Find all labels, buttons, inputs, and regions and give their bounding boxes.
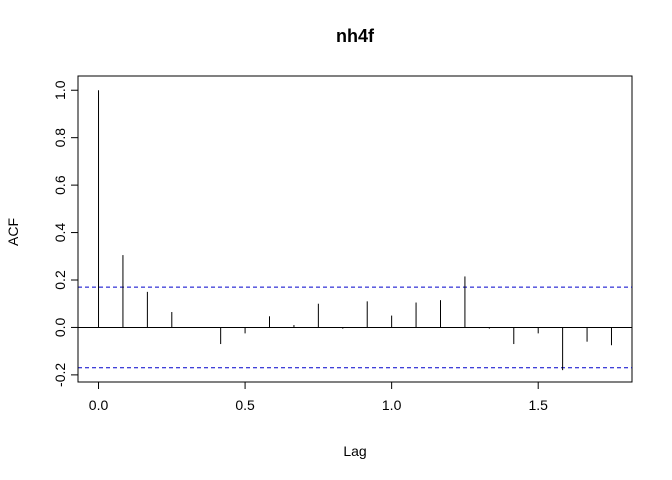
x-tick-label-0: 0.0 xyxy=(89,397,109,413)
x-axis-label: Lag xyxy=(343,443,366,459)
y-tick-label-2: 0.2 xyxy=(52,270,68,290)
x-tick-label-1: 0.5 xyxy=(235,397,255,413)
chart-title: nh4f xyxy=(336,26,375,46)
y-axis: -0.2 0.0 0.2 0.4 0.6 0.8 1.0 xyxy=(52,80,79,387)
plot-frame xyxy=(77,75,633,383)
x-tick-label-2: 1.0 xyxy=(382,397,402,413)
y-tick-label-1: 0.0 xyxy=(52,318,68,338)
y-tick-label-0: -0.2 xyxy=(52,363,68,387)
y-tick-label-6: 1.0 xyxy=(52,80,68,100)
y-tick-label-4: 0.6 xyxy=(52,175,68,195)
y-tick-label-5: 0.8 xyxy=(52,128,68,148)
y-axis-label: ACF xyxy=(5,218,21,246)
chart-marks xyxy=(78,90,632,371)
x-tick-label-3: 1.5 xyxy=(528,397,548,413)
y-tick-label-3: 0.4 xyxy=(52,223,68,243)
x-axis: 0.0 0.5 1.0 1.5 xyxy=(89,381,548,413)
